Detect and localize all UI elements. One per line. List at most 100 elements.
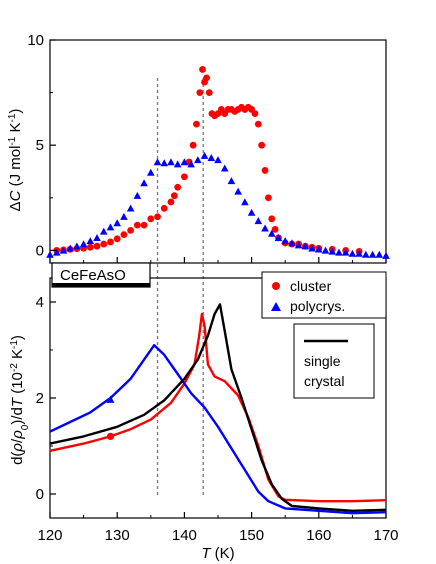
data-point-cluster	[140, 221, 148, 229]
legend-frame	[261, 271, 387, 319]
data-point-cluster	[174, 183, 182, 191]
data-point-cluster	[120, 231, 128, 238]
sample-label-shadow	[52, 283, 150, 287]
data-point-cluster	[199, 66, 206, 73]
data-point-polycrys	[147, 168, 155, 176]
legend-single-crystal: single crystal	[293, 323, 375, 399]
top-y-ticks: 0 5 10	[27, 32, 56, 259]
data-point-polycrys	[315, 245, 323, 253]
data-point-cluster	[205, 89, 213, 96]
data-point-polycrys	[321, 246, 330, 254]
data-point-polycrys	[173, 160, 182, 168]
data-point-polycrys	[294, 241, 303, 249]
data-point-polycrys	[348, 249, 357, 257]
data-point-polycrys	[247, 208, 256, 216]
data-point-polycrys	[140, 179, 148, 187]
data-point-polycrys	[234, 187, 242, 195]
data-point-polycrys	[59, 246, 68, 254]
data-point-polycrys	[281, 237, 289, 245]
data-point-cluster	[258, 141, 266, 149]
legend-label-single-line2: crystal	[304, 373, 344, 389]
x-ticks: 120 130 140 150 160 170	[37, 257, 399, 544]
data-point-polycrys	[99, 227, 108, 235]
data-point-polycrys	[120, 212, 128, 220]
data-point-polycrys	[368, 250, 377, 258]
data-point-cluster	[254, 120, 262, 128]
data-point-polycrys	[241, 198, 249, 206]
top-plot-content	[46, 66, 390, 496]
data-point-polycrys	[160, 159, 169, 167]
sample-label-box: CeFeAsO	[51, 262, 151, 288]
y-tick-label: 5	[36, 137, 44, 154]
data-point-polycrys	[341, 248, 350, 256]
data-point-polycrys	[382, 251, 390, 259]
legend-label-single-line1: single	[304, 353, 341, 369]
data-point-cluster	[261, 167, 269, 174]
data-point-polycrys	[267, 229, 276, 237]
data-point-cluster	[160, 204, 168, 212]
data-point-polycrys	[167, 158, 175, 166]
data-point-cluster	[133, 221, 141, 229]
x-tick-label: 150	[239, 527, 264, 544]
y-tick-label: 4	[36, 294, 44, 311]
data-point-polycrys	[328, 247, 337, 255]
data-point-polycrys	[220, 164, 229, 172]
x-tick-label: 160	[306, 527, 331, 544]
legend-label-polycrys: polycrys.	[290, 298, 345, 314]
data-point-cluster	[196, 89, 204, 96]
legend-label-cluster: cluster	[290, 278, 332, 294]
data-point-polycrys	[52, 248, 61, 256]
data-point-polycrys	[93, 233, 101, 241]
data-point-polycrys	[261, 224, 269, 232]
data-point-cluster	[170, 192, 178, 200]
data-point-cluster	[268, 215, 276, 223]
data-point-polycrys	[79, 240, 88, 248]
data-point-polycrys	[308, 244, 316, 252]
bottom-panel: 0 2 4 120 130 140 150 160 170 d(ρ/ρ0)/dT (10-2 …	[9, 257, 399, 562]
data-point-cluster	[127, 226, 135, 234]
data-point-polycrys	[254, 217, 263, 225]
legend-marker-cluster	[272, 282, 280, 290]
data-point-cluster	[107, 238, 114, 246]
data-point-polycrys	[153, 158, 162, 166]
data-point-polycrys	[355, 249, 363, 257]
x-axis-label: T (K)	[201, 545, 234, 562]
y-tick-label: 0	[36, 486, 44, 503]
legend-single-frame	[293, 323, 375, 399]
data-point-polycrys	[214, 156, 222, 164]
data-point-polycrys	[207, 154, 216, 162]
data-point-polycrys	[187, 160, 195, 168]
legend: cluster polycrys.	[261, 271, 387, 319]
top-plot-frame	[49, 39, 387, 264]
data-point-polycrys	[375, 250, 384, 258]
data-point-cluster	[181, 173, 188, 181]
data-point-cluster	[251, 110, 259, 118]
y-tick-label: 10	[27, 32, 44, 49]
data-point-polycrys	[66, 244, 74, 252]
data-point-polycrys	[133, 191, 142, 199]
data-point-cluster	[203, 74, 210, 82]
sample-label: CeFeAsO	[60, 267, 126, 284]
x-tick-label: 120	[37, 527, 62, 544]
bottom-plot-content	[49, 303, 387, 515]
data-point-polycrys	[106, 223, 115, 231]
data-point-cluster	[193, 120, 200, 128]
series-line-polycrys	[49, 344, 387, 515]
data-point-polycrys	[335, 248, 343, 256]
top-panel: 0 5 10 ΔC (J mol-1 K-1)	[7, 32, 390, 496]
legend-marker-polycrys	[271, 302, 281, 311]
data-point-cluster	[147, 215, 155, 223]
data-point-polycrys	[288, 239, 296, 247]
data-point-polycrys	[194, 156, 202, 164]
data-point-polycrys	[227, 177, 236, 185]
data-point-cluster	[167, 198, 175, 206]
data-point-cluster	[100, 240, 108, 248]
data-point-polycrys	[180, 158, 189, 166]
data-point-polycrys	[362, 250, 370, 258]
data-point-cluster	[271, 225, 279, 233]
series-marker-polycrys	[106, 395, 115, 403]
data-point-cluster	[154, 213, 161, 221]
x-tick-label: 130	[105, 527, 130, 544]
data-point-cluster	[189, 141, 197, 149]
